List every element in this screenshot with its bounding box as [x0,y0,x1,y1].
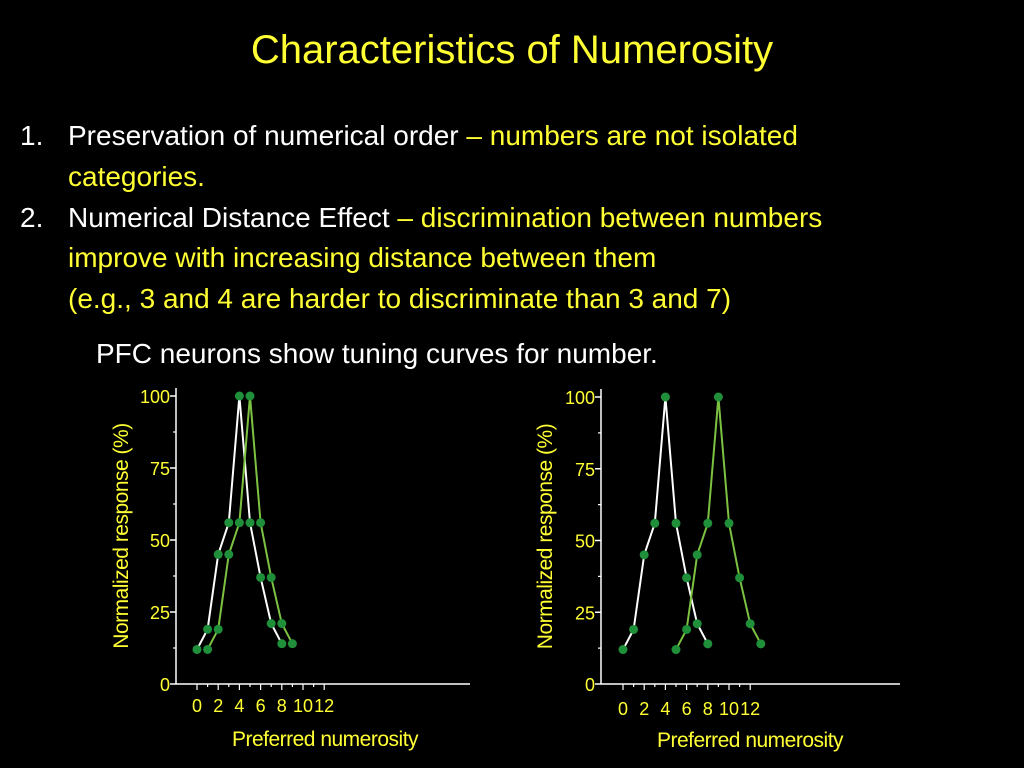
data-point-green-series [287,639,297,649]
data-point-green-series [703,518,713,528]
y-tick-label: 0 [160,675,170,695]
series-line-white [622,396,709,651]
data-point-white-series [618,645,628,655]
list-number: 2. [20,202,44,233]
data-point-green-series [713,392,723,402]
data-point-white-series [234,391,244,401]
data-point-white-series [629,624,639,634]
data-point-white-series [277,639,287,649]
data-point-green-series [234,518,244,528]
x-tick-label: 12 [740,699,760,719]
data-point-white-series [692,619,702,629]
x-axis-label: Preferred numerosity [657,729,844,752]
note-text: PFC neurons show tuning curves for numbe… [96,338,658,369]
data-point-green-series [277,619,287,629]
data-point-white-series [682,573,692,583]
item-detail: categories. [68,161,205,192]
item-detail: improve with increasing distance between… [68,242,657,273]
x-tick-label: 0 [192,696,202,716]
x-tick-label: 6 [682,699,692,719]
x-tick-label: 4 [234,696,244,716]
data-point-green-series [745,619,755,629]
y-tick-label: 50 [575,532,595,552]
data-point-green-series [724,518,734,528]
y-axis-label: Normalized response (%) [534,424,557,649]
x-axis-label: Preferred numerosity [232,728,419,751]
x-tick-label: 4 [660,699,670,719]
data-point-green-series [756,639,766,649]
x-tick-label: 10 [293,696,313,716]
series-line-green [675,396,762,651]
item-detail: – numbers are not isolated [466,120,798,151]
data-point-green-series [735,573,745,583]
data-point-green-series [245,391,255,401]
data-point-green-series [203,644,213,654]
data-point-white-series [660,392,670,402]
data-point-white-series [245,518,255,528]
y-tick-label: 100 [565,388,595,408]
y-axis-label: Normalized response (%) [110,423,133,648]
data-point-white-series [639,550,649,560]
item-detail: – discrimination between numbers [397,202,823,233]
data-point-green-series [671,645,681,655]
data-point-green-series [692,550,702,560]
x-tick-label: 8 [277,696,287,716]
x-tick-label: 0 [618,699,628,719]
y-tick-label: 75 [575,460,595,480]
x-tick-label: 6 [256,696,266,716]
y-tick-label: 75 [150,459,170,479]
y-tick-label: 0 [585,675,595,695]
list-number: 1. [20,120,44,151]
item-lead: Preservation of numerical order [68,120,467,151]
y-tick-label: 100 [140,387,170,407]
x-tick-label: 12 [314,696,334,716]
x-tick-label: 10 [719,699,739,719]
y-tick-label: 25 [150,603,170,623]
data-point-green-series [213,624,223,634]
data-point-white-series [213,549,223,559]
item-lead: Numerical Distance Effect [68,202,398,233]
data-point-white-series [650,518,660,528]
data-point-green-series [682,624,692,634]
y-tick-label: 50 [150,531,170,551]
y-tick-label: 25 [575,603,595,623]
data-point-white-series [266,619,276,629]
x-tick-label: 8 [703,699,713,719]
slide-title: Characteristics of Numerosity [250,28,774,72]
x-tick-label: 2 [639,699,649,719]
item-example: (e.g., 3 and 4 are harder to discriminat… [68,283,732,314]
data-point-green-series [224,549,234,559]
data-point-green-series [256,518,266,528]
x-tick-label: 2 [213,696,223,716]
data-point-white-series [703,639,713,649]
data-point-white-series [256,572,266,582]
data-point-white-series [224,518,234,528]
data-point-white-series [192,644,202,654]
data-point-green-series [266,572,276,582]
data-point-white-series [671,518,681,528]
data-point-white-series [203,624,213,634]
